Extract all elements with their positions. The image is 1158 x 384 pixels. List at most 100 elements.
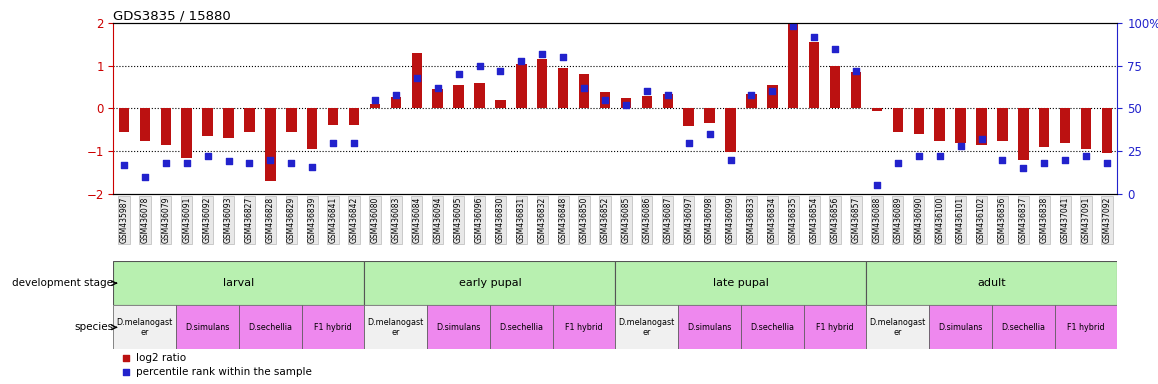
Point bbox=[888, 160, 907, 166]
Bar bbox=[929, 305, 992, 349]
Bar bbox=[369, 104, 380, 109]
Point bbox=[1077, 153, 1095, 159]
Bar bbox=[830, 66, 841, 109]
Text: F1 hybrid: F1 hybrid bbox=[565, 323, 603, 332]
Point bbox=[784, 23, 802, 30]
Bar bbox=[302, 305, 365, 349]
Text: D.simulans: D.simulans bbox=[688, 323, 732, 332]
Point bbox=[219, 158, 237, 164]
Text: F1 hybrid: F1 hybrid bbox=[314, 323, 352, 332]
Bar bbox=[955, 109, 966, 143]
Text: species: species bbox=[74, 322, 113, 333]
Bar bbox=[490, 305, 552, 349]
Point bbox=[512, 58, 530, 64]
Bar bbox=[1060, 109, 1070, 143]
Bar bbox=[704, 109, 714, 123]
Text: D.melanogast
er: D.melanogast er bbox=[618, 318, 675, 337]
Point bbox=[408, 74, 426, 81]
Bar bbox=[893, 109, 903, 132]
Point bbox=[345, 140, 364, 146]
Point bbox=[595, 97, 614, 103]
Bar bbox=[725, 109, 735, 152]
Bar bbox=[390, 96, 401, 109]
Point bbox=[617, 102, 636, 108]
Point bbox=[324, 140, 343, 146]
Bar bbox=[119, 109, 130, 132]
Text: development stage: development stage bbox=[13, 278, 113, 288]
Text: D.melanogast
er: D.melanogast er bbox=[368, 318, 424, 337]
Point bbox=[240, 160, 258, 166]
Point bbox=[930, 153, 948, 159]
Bar bbox=[767, 85, 777, 109]
Text: larval: larval bbox=[223, 278, 255, 288]
Point bbox=[1035, 160, 1054, 166]
Bar bbox=[349, 109, 359, 125]
Text: D.simulans: D.simulans bbox=[938, 323, 983, 332]
Bar bbox=[992, 305, 1055, 349]
Text: GDS3835 / 15880: GDS3835 / 15880 bbox=[113, 10, 232, 23]
Point bbox=[135, 174, 154, 180]
Text: log2 ratio: log2 ratio bbox=[135, 353, 185, 363]
Bar bbox=[746, 94, 756, 109]
Bar bbox=[1018, 109, 1028, 160]
Bar bbox=[1039, 109, 1049, 147]
Bar bbox=[427, 305, 490, 349]
Point bbox=[909, 153, 928, 159]
Text: D.sechellia: D.sechellia bbox=[248, 323, 292, 332]
Bar bbox=[997, 109, 1007, 141]
Bar bbox=[552, 305, 616, 349]
Bar bbox=[1101, 109, 1112, 153]
Bar bbox=[496, 100, 506, 109]
Point bbox=[973, 136, 991, 142]
Point bbox=[867, 182, 886, 189]
Bar bbox=[872, 109, 882, 111]
Text: D.melanogast
er: D.melanogast er bbox=[117, 318, 173, 337]
Bar bbox=[411, 53, 422, 109]
Bar bbox=[616, 305, 679, 349]
Point bbox=[763, 88, 782, 94]
Point bbox=[491, 68, 510, 74]
Text: F1 hybrid: F1 hybrid bbox=[816, 323, 853, 332]
Bar bbox=[809, 42, 820, 109]
Text: D.melanogast
er: D.melanogast er bbox=[870, 318, 926, 337]
Bar bbox=[642, 96, 652, 109]
Bar bbox=[741, 305, 804, 349]
Text: adult: adult bbox=[977, 278, 1006, 288]
Point bbox=[198, 153, 217, 159]
Point bbox=[533, 51, 551, 57]
Bar bbox=[365, 261, 616, 305]
Point bbox=[638, 88, 657, 94]
Bar bbox=[1055, 305, 1117, 349]
Bar bbox=[851, 72, 862, 109]
Bar bbox=[679, 305, 741, 349]
Text: D.sechellia: D.sechellia bbox=[1002, 323, 1046, 332]
Point bbox=[1014, 165, 1033, 171]
Point bbox=[805, 34, 823, 40]
Text: D.simulans: D.simulans bbox=[185, 323, 229, 332]
Point bbox=[742, 92, 761, 98]
Bar bbox=[866, 305, 929, 349]
Bar bbox=[328, 109, 338, 125]
Bar bbox=[176, 305, 239, 349]
Point bbox=[1056, 157, 1075, 163]
Point bbox=[846, 68, 865, 74]
Point bbox=[116, 369, 134, 375]
Point bbox=[574, 85, 593, 91]
Bar bbox=[454, 85, 464, 109]
Bar bbox=[239, 305, 302, 349]
Point bbox=[283, 160, 301, 166]
Point bbox=[115, 162, 133, 168]
Bar bbox=[286, 109, 296, 132]
Bar bbox=[516, 64, 527, 109]
Bar bbox=[307, 109, 317, 149]
Point bbox=[177, 160, 196, 166]
Bar bbox=[621, 98, 631, 109]
Bar bbox=[866, 261, 1117, 305]
Bar bbox=[600, 92, 610, 109]
Bar bbox=[223, 109, 234, 138]
Text: D.simulans: D.simulans bbox=[437, 323, 481, 332]
Text: early pupal: early pupal bbox=[459, 278, 521, 288]
Bar bbox=[616, 261, 866, 305]
Bar bbox=[140, 109, 151, 141]
Text: percentile rank within the sample: percentile rank within the sample bbox=[135, 367, 312, 377]
